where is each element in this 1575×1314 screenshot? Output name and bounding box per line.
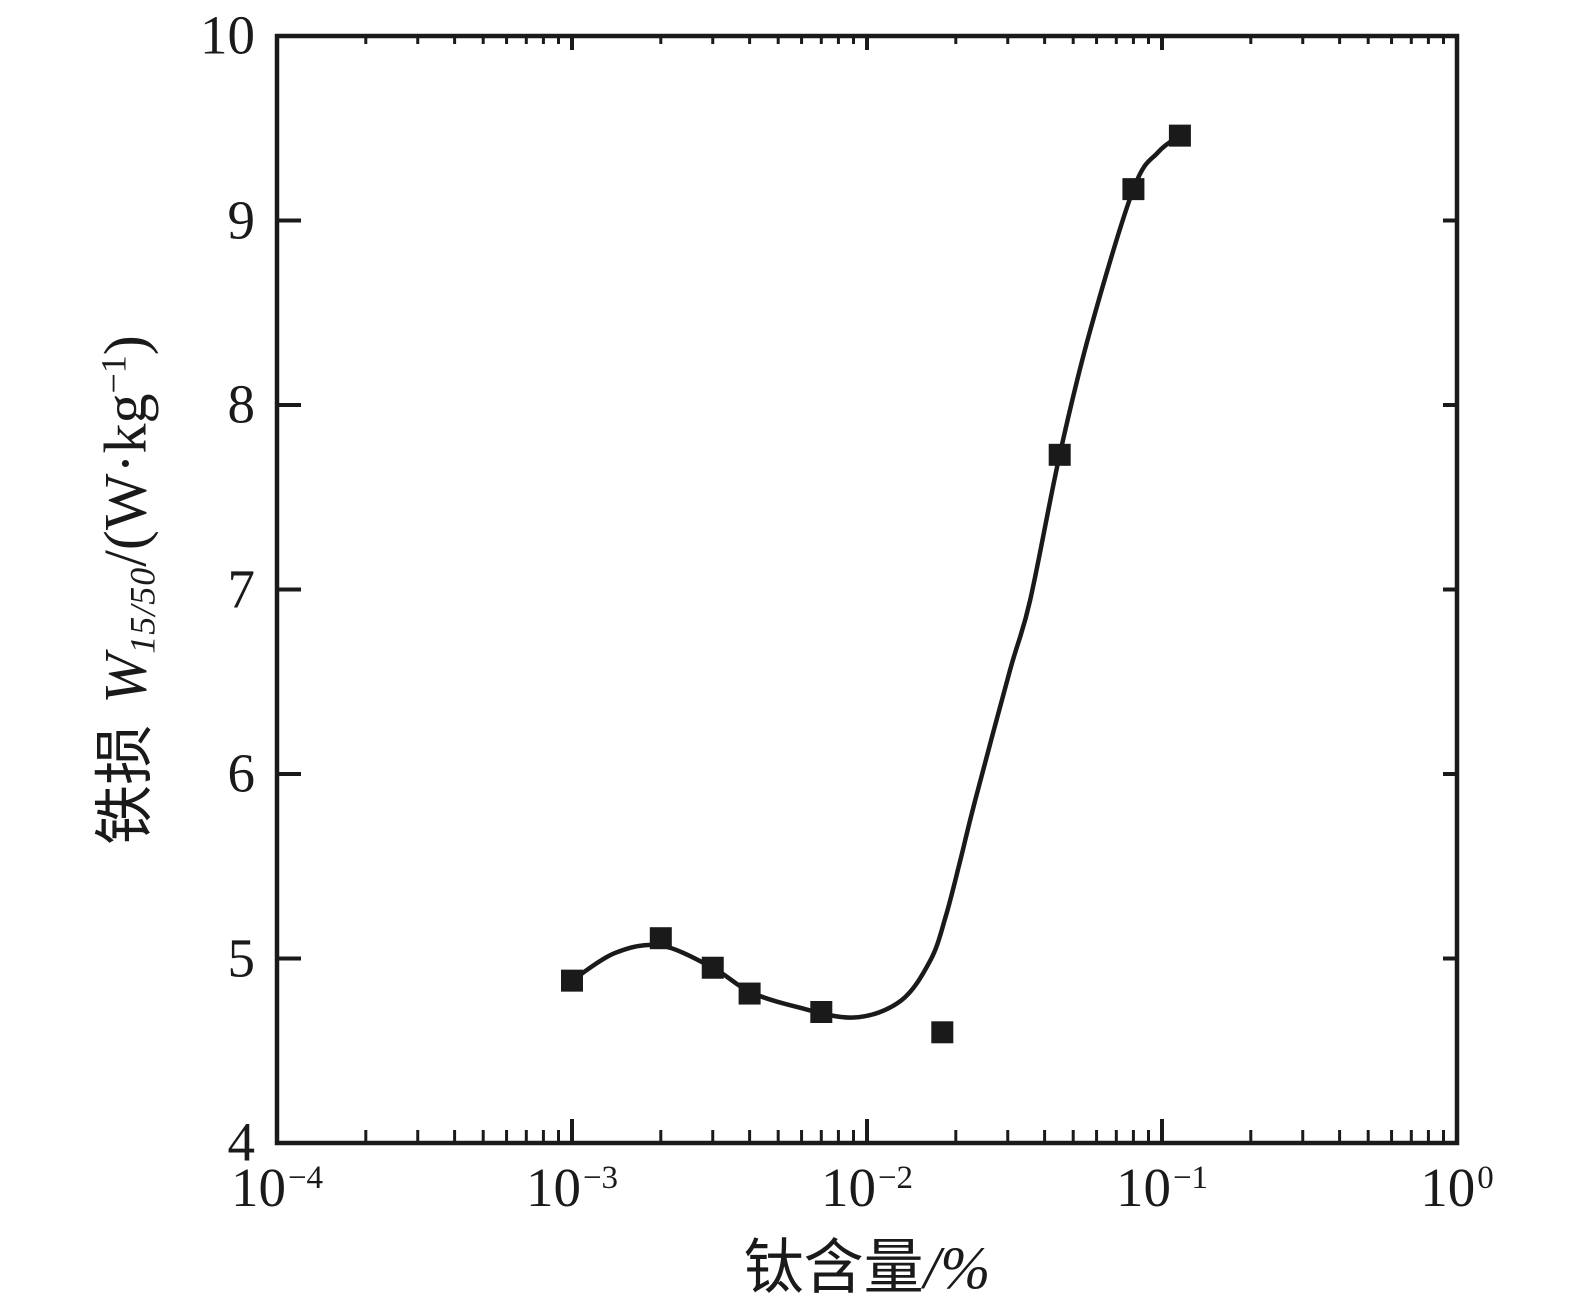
y-axis-unit-exponent: −1 [93,355,134,394]
data-point-marker [931,1021,954,1044]
y-axis-title-text: 铁损 [92,724,159,845]
data-point-marker [649,927,672,950]
y-axis-quantity-subscript: 15/50 [122,566,163,654]
data-point-marker [1122,178,1145,201]
plot-frame [274,33,1460,1146]
y-axis-quantity-symbol: W [92,653,159,704]
y-axis-unit-close: ) [92,335,159,356]
data-point-marker [738,982,761,1005]
data-point-marker [701,956,724,979]
x-axis-title: 钛含量/% [744,1238,991,1298]
data-point-marker [810,1001,833,1024]
data-point-marker [1048,443,1071,466]
data-point-marker [561,969,583,992]
x-axis-title-text: 钛含量 [743,1235,924,1301]
y-axis-unit-open: /(W·kg [92,393,159,567]
y-axis-title: 铁损 W15/50/(W·kg−1) [92,335,163,845]
data-point-marker [1168,124,1191,147]
x-axis-title-unit: /% [923,1235,991,1301]
fit-curve [569,133,1183,1020]
